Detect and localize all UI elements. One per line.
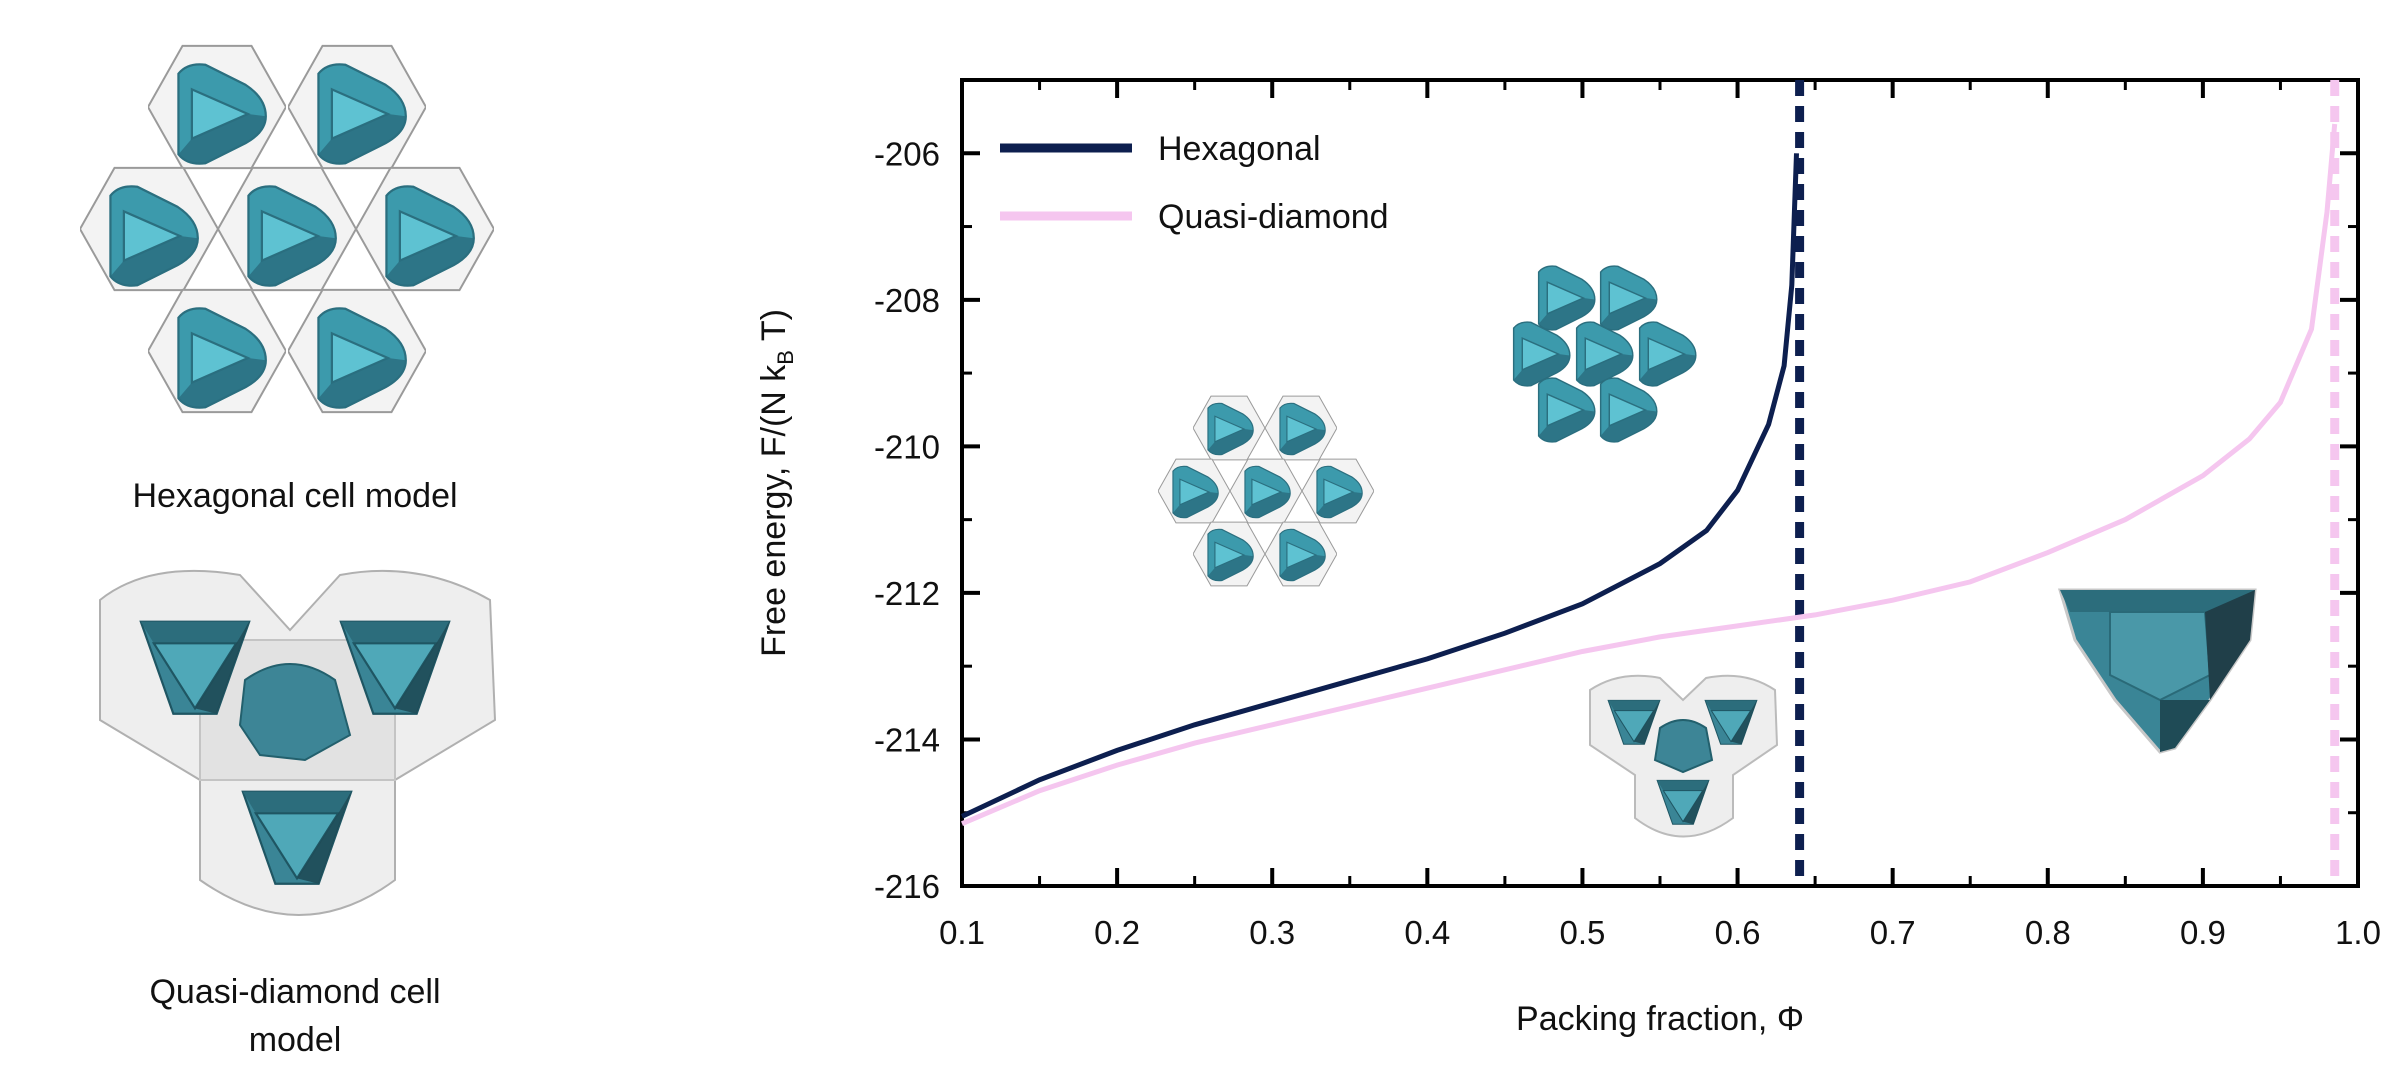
- x-tick-label: 0.2: [1094, 914, 1140, 951]
- x-tick-label: 0.1: [939, 914, 985, 951]
- x-tick-label: 0.7: [1870, 914, 1916, 951]
- legend: Hexagonal Quasi-diamond: [1000, 130, 1389, 236]
- y-tick-label: -212: [874, 575, 940, 612]
- quasi-diamond-cell-illustration: [99, 569, 497, 916]
- chart: 0.1 0.2 0.3 0.4 0.5 0.6 0.7 0.8 0.9 1.0 -206 -208 -2…: [755, 78, 2381, 1038]
- inset-hexagonal-dense: [1512, 265, 1697, 443]
- x-tick-label: 0.8: [2025, 914, 2071, 951]
- legend-label-hexagonal: Hexagonal: [1158, 130, 1321, 168]
- y-axis-label: Free energy, F/(N kB T): [755, 309, 798, 657]
- series-quasi-diamond: [961, 123, 2338, 827]
- series-hexagonal: [960, 153, 1799, 819]
- x-tick-label: 0.5: [1560, 914, 1606, 951]
- y-tick-label: -216: [874, 868, 940, 905]
- quasi-diamond-cell-caption: Quasi-diamond cell model: [60, 968, 530, 1064]
- x-tick-label: 0.3: [1249, 914, 1295, 951]
- inset-hexagonal-small: [1158, 395, 1374, 587]
- inset-quasi-diamond-dense: [2057, 588, 2257, 754]
- y-tick-label: -206: [874, 135, 940, 172]
- x-tick-label: 1.0: [2335, 914, 2381, 951]
- quasi-diamond-caption-line2: model: [248, 1021, 342, 1059]
- axis-ticks: [960, 78, 2360, 888]
- tick-labels: 0.1 0.2 0.3 0.4 0.5 0.6 0.7 0.8 0.9 1.0 -206 -208 -2…: [874, 135, 2381, 951]
- x-tick-label: 0.9: [2180, 914, 2226, 951]
- hexagonal-cell-caption: Hexagonal cell model: [132, 477, 458, 515]
- y-tick-label: -214: [874, 721, 940, 758]
- quasi-diamond-caption-line1: Quasi-diamond cell: [149, 973, 441, 1011]
- y-tick-label: -210: [874, 428, 940, 465]
- x-tick-label: 0.6: [1715, 914, 1761, 951]
- x-tick-label: 0.4: [1404, 914, 1450, 951]
- inset-quasi-diamond-small: [1589, 674, 1779, 838]
- x-axis-label: Packing fraction, Φ: [1516, 1000, 1804, 1038]
- legend-label-quasi-diamond: Quasi-diamond: [1158, 198, 1389, 236]
- y-tick-label: -208: [874, 282, 940, 319]
- hexagonal-cell-illustration: [80, 44, 494, 414]
